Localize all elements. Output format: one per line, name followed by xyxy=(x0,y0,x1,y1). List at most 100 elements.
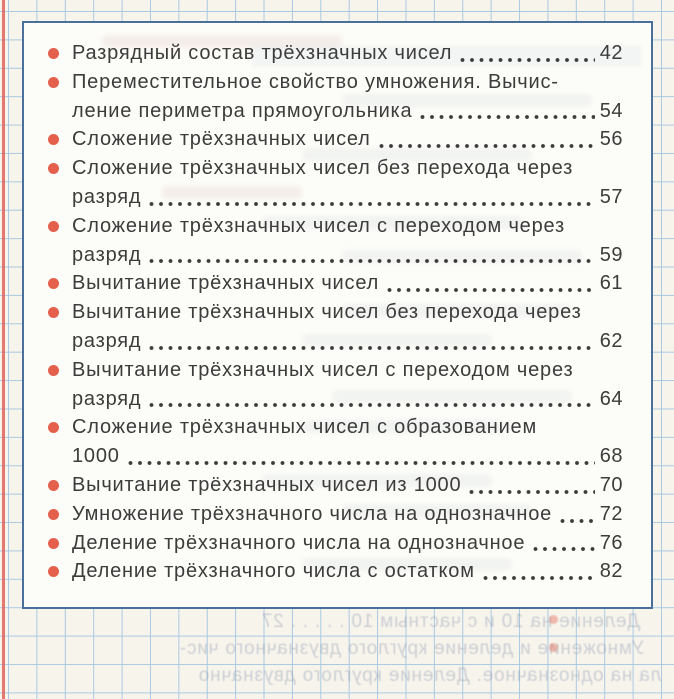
toc-entry: Переместительное свойство умножения. Выч… xyxy=(72,68,623,126)
dot-leader xyxy=(149,402,595,409)
ghost-text-smudge xyxy=(342,504,532,517)
toc-entry: Вычитание трёхзначных чисел без перехода… xyxy=(72,298,623,356)
ghost-text-smudge xyxy=(342,94,592,107)
ghost-text-smudge xyxy=(262,216,522,229)
toc-page-number: 62 xyxy=(599,329,623,352)
bullet-icon xyxy=(48,48,59,59)
toc-entry-text: Сложение трёхзначных чисел xyxy=(72,128,371,151)
toc-entry-text: разряд xyxy=(72,185,142,208)
dot-leader xyxy=(482,575,595,582)
toc-entry: Деление трёхзначного числа на однозначно… xyxy=(72,529,623,558)
toc-entry-text: Разрядный состав трёхзначных чисел xyxy=(72,42,453,64)
bullet-icon xyxy=(48,537,59,549)
ghost-text-smudge xyxy=(162,186,302,199)
toc-page-number: 54 xyxy=(599,99,623,122)
toc-entry-text: Сложение трёхзначных чисел с образование… xyxy=(72,416,538,439)
toc-entry-text: Сложение трёхзначных чисел без перехода … xyxy=(72,157,574,180)
toc-item: Сложение трёхзначных чисел с образование… xyxy=(48,413,623,471)
toc-entry-text: ление периметра прямоугольника xyxy=(72,99,413,122)
toc-entry: Сложение трёхзначных чисел с образование… xyxy=(72,413,623,471)
dot-leader xyxy=(378,143,595,150)
toc-entry-text: Деление трёхзначного числа на однозначно… xyxy=(72,531,526,554)
toc-page-number: 56 xyxy=(599,128,623,151)
toc-item: Переместительное свойство умножения. Выч… xyxy=(48,68,623,126)
ghost-text-smudge xyxy=(342,304,572,317)
ghost-bullet xyxy=(549,615,558,624)
ghost-text-smudge xyxy=(302,420,502,433)
toc-page-number: 70 xyxy=(599,473,623,496)
dot-leader xyxy=(149,258,595,265)
toc-entry-text: Переместительное свойство умножения. Выч… xyxy=(72,70,559,93)
table-of-contents: Разрядный состав трёхзначных чисел 42 Пере… xyxy=(48,39,623,586)
toc-page-number: 68 xyxy=(599,445,623,468)
ghost-bullet xyxy=(549,643,558,652)
content-frame: Разрядный состав трёхзначных чисел 42 Пере… xyxy=(22,21,653,609)
ghost-text-line: Деление на 10 и с частным 10 . . . . . 2… xyxy=(260,611,640,632)
toc-page-number: 57 xyxy=(599,185,623,208)
bullet-icon xyxy=(48,76,59,88)
dot-leader xyxy=(460,56,595,63)
bullet-icon xyxy=(48,134,59,146)
bullet-icon xyxy=(48,163,59,175)
bullet-icon xyxy=(48,307,59,319)
ghost-text-smudge xyxy=(332,390,572,403)
dot-leader xyxy=(533,546,595,553)
toc-entry-text: разряд xyxy=(72,329,142,352)
ghost-text-line: ла на однозначное. Деление круглого двуз… xyxy=(198,665,662,686)
toc-entry-text: Вычитание трёхзначных чисел xyxy=(72,272,380,295)
ghost-text-smudge xyxy=(102,35,342,48)
toc-item: Деление трёхзначного числа с остатком 82 xyxy=(48,557,623,586)
toc-entry: Вычитание трёхзначных чисел 61 xyxy=(72,269,623,298)
toc-item: Вычитание трёхзначных чисел 61 xyxy=(48,269,623,298)
bullet-icon xyxy=(48,566,59,578)
toc-page-number: 82 xyxy=(599,560,623,583)
toc-page-number: 61 xyxy=(599,272,623,295)
toc-item: Вычитание трёхзначных чисел с переходом … xyxy=(48,356,623,414)
toc-entry-text: разряд xyxy=(72,243,142,266)
dot-leader xyxy=(387,287,595,294)
ghost-text-smudge xyxy=(302,558,512,571)
dot-leader xyxy=(127,459,595,466)
toc-entry: Вычитание трёхзначных чисел с переходом … xyxy=(72,356,623,414)
bullet-icon xyxy=(48,508,59,520)
toc-item: Вычитание трёхзначных чисел из 1000 70 xyxy=(48,471,623,500)
toc-page-number: 64 xyxy=(599,387,623,410)
toc-entry-text: Вычитание трёхзначных чисел без перехода… xyxy=(72,301,582,324)
toc-item: Вычитание трёхзначных чисел без перехода… xyxy=(48,298,623,356)
toc-entry: Сложение трёхзначных чисел с переходом ч… xyxy=(72,212,623,270)
ghost-text-smudge xyxy=(302,148,532,161)
toc-entry: Разрядный состав трёхзначных чисел 42 xyxy=(72,39,623,68)
toc-page-number: 72 xyxy=(599,502,623,525)
toc-entry-text: разряд xyxy=(72,387,142,410)
ghost-text-smudge xyxy=(302,334,492,347)
toc-entry-text: Сложение трёхзначных чисел с переходом ч… xyxy=(72,214,565,237)
toc-entry: Деление трёхзначного числа с остатком 82 xyxy=(72,557,623,586)
dot-leader xyxy=(560,517,595,524)
toc-entry: Сложение трёхзначных чисел без перехода … xyxy=(72,154,623,212)
ghost-text-smudge xyxy=(262,474,492,487)
toc-entry: Сложение трёхзначных чисел 56 xyxy=(72,125,623,154)
toc-item: Сложение трёхзначных чисел без перехода … xyxy=(48,154,623,212)
toc-entry-text: 1000 xyxy=(72,445,120,468)
toc-item: Умножение трёхзначного числа на однознач… xyxy=(48,500,623,529)
dot-leader xyxy=(149,200,595,207)
bullet-icon xyxy=(48,364,59,376)
dot-leader xyxy=(149,344,595,351)
toc-item: Деление трёхзначного числа на однозначно… xyxy=(48,529,623,558)
ghost-text-line: Умножение и деление круглого двузначного… xyxy=(178,638,644,659)
dot-leader xyxy=(420,114,595,121)
toc-item: Разрядный состав трёхзначных чисел 42 xyxy=(48,39,623,68)
bullet-icon xyxy=(48,479,59,491)
toc-entry: Вычитание трёхзначных чисел из 1000 70 xyxy=(72,471,623,500)
toc-entry-text: Вычитание трёхзначных чисел с переходом … xyxy=(72,358,574,381)
toc-entry-text: Умножение трёхзначного числа на однознач… xyxy=(72,502,553,525)
notebook-margin-line xyxy=(2,0,5,699)
toc-page-number: 59 xyxy=(599,243,623,266)
toc-item: Сложение трёхзначных чисел с переходом ч… xyxy=(48,212,623,270)
bullet-icon xyxy=(48,422,59,434)
bullet-icon xyxy=(48,220,59,232)
toc-page-number: 42 xyxy=(599,42,623,64)
toc-entry-text: Деление трёхзначного числа с остатком xyxy=(72,560,475,583)
toc-item: Сложение трёхзначных чисел 56 xyxy=(48,125,623,154)
